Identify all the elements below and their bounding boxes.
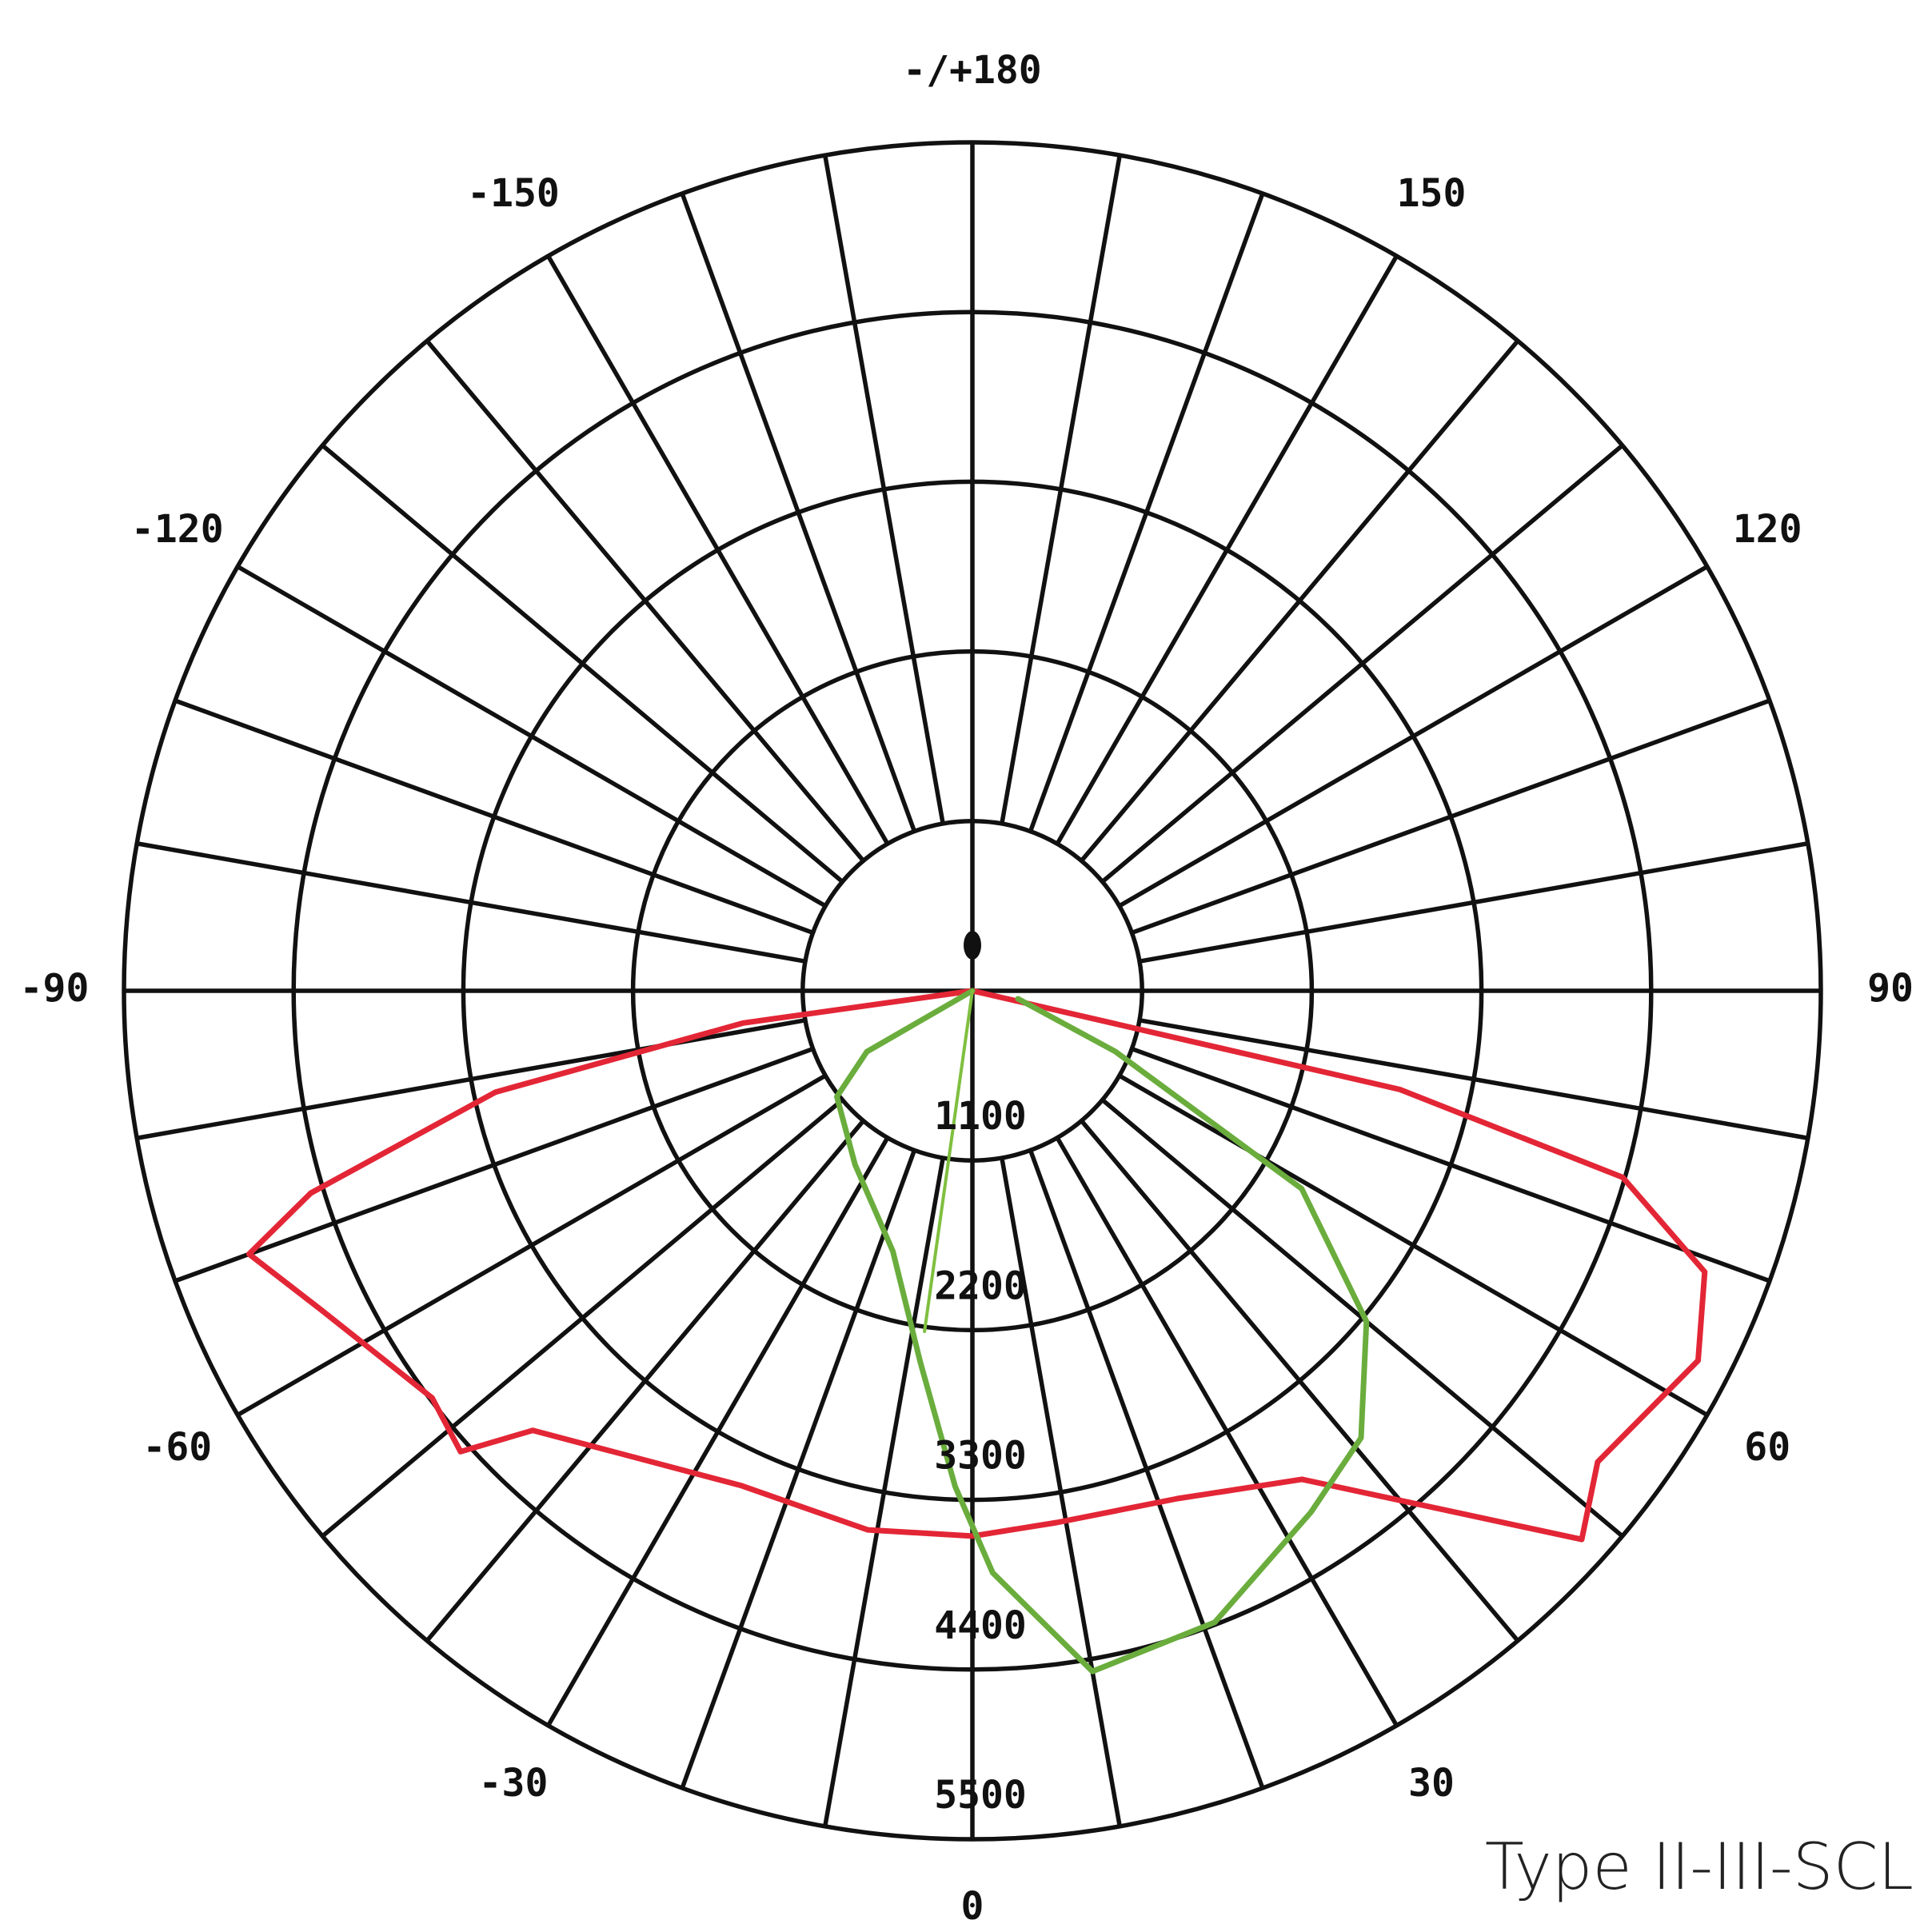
curves <box>245 988 1708 1675</box>
angle-tick-label: 150 <box>1397 171 1467 216</box>
spoke <box>1131 1046 1770 1283</box>
angle-tick-label: 30 <box>1408 1761 1455 1806</box>
spoke <box>546 254 890 845</box>
spoke <box>1028 1149 1265 1789</box>
angle-tick-label: -150 <box>467 171 560 216</box>
spoke <box>1000 1157 1122 1827</box>
r-tick-label: 2200 <box>934 1263 1027 1308</box>
spoke <box>236 565 827 908</box>
spoke <box>321 443 844 884</box>
curve <box>245 988 1708 1543</box>
angle-tick-label: -/+180 <box>903 48 1041 93</box>
spoke <box>425 1119 865 1643</box>
spoke <box>174 1046 814 1283</box>
spoke <box>1055 1136 1399 1727</box>
curve <box>923 989 974 1333</box>
spoke <box>1080 339 1520 863</box>
angle-tick-label: -90 <box>20 966 90 1011</box>
spoke <box>1100 443 1624 884</box>
spoke <box>546 1136 890 1727</box>
luminaire-marker <box>964 931 981 960</box>
spoke <box>1055 254 1399 845</box>
labels: 1100 2200 3300 4400 5500 0 30 60 90 120 150 -/+180 -… <box>20 48 1914 1929</box>
spoke <box>174 698 814 936</box>
spoke <box>1118 565 1709 908</box>
angle-tick-label: -30 <box>479 1761 549 1806</box>
spoke <box>425 339 865 863</box>
spoke <box>1139 1018 1809 1140</box>
curve <box>834 988 1370 1675</box>
spoke <box>823 1157 945 1827</box>
angle-tick-label: -120 <box>131 507 224 552</box>
spoke <box>1139 841 1809 964</box>
r-tick-label: 1100 <box>934 1094 1027 1139</box>
r-tick-label: 4400 <box>934 1603 1027 1648</box>
angle-tick-label: 90 <box>1867 966 1914 1011</box>
angle-tick-label: 0 <box>961 1884 984 1929</box>
spoke <box>136 841 806 964</box>
spoke <box>1131 698 1770 936</box>
grid <box>122 140 1823 1842</box>
spoke <box>136 1018 806 1140</box>
spoke <box>680 193 917 832</box>
angle-tick-label: -60 <box>142 1425 212 1470</box>
spoke <box>680 1149 917 1789</box>
spoke <box>1080 1119 1520 1643</box>
caption: Type II-III-SCL <box>1485 1830 1914 1904</box>
spoke <box>1118 1073 1709 1417</box>
spoke <box>823 154 945 824</box>
angle-tick-label: 120 <box>1733 507 1802 552</box>
spoke <box>1000 154 1122 824</box>
angle-tick-label: 60 <box>1744 1425 1790 1470</box>
spoke <box>236 1073 827 1417</box>
r-tick-label: 5500 <box>934 1773 1027 1818</box>
spoke <box>1028 193 1265 832</box>
r-tick-label: 3300 <box>934 1434 1027 1479</box>
spoke <box>321 1098 844 1539</box>
